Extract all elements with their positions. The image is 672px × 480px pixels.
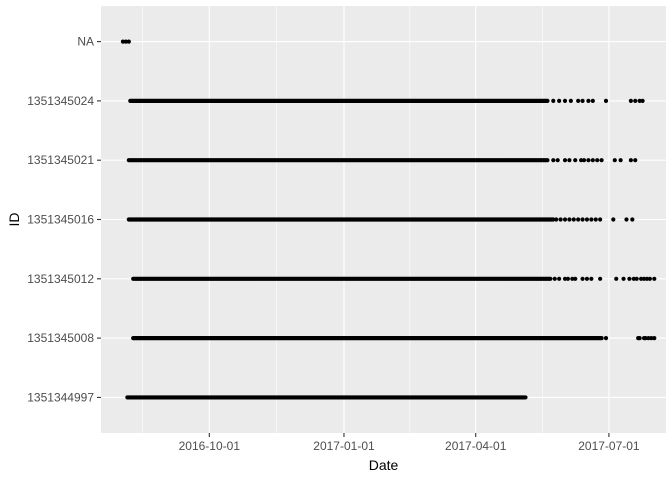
data-point [644,276,650,281]
data-point [567,217,572,222]
data-point [624,217,629,222]
data-point [637,336,642,341]
x-axis-title: Date [369,457,399,473]
data-point [558,217,563,222]
y-axis: 1351344997 1351345008 1351345012 1351345016… [27,35,101,404]
data-point [580,217,585,222]
x-tick-label: 2017-07-01 [578,439,640,453]
data-point [647,276,652,281]
data-point [628,158,633,163]
data-point [643,336,648,341]
data-point [612,158,617,163]
y-axis-title: ID [6,213,22,227]
y-tick-label: 1351345024 [27,94,94,108]
data-point [589,217,594,222]
y-tick-label: 1351345016 [27,213,94,227]
data-point [580,276,585,281]
data-point [120,39,126,44]
data-point [580,98,585,103]
data-point [630,217,635,222]
data-point [633,158,638,163]
data-point [598,276,603,281]
y-tick-label: 1351345021 [27,153,94,167]
y-tick-label: 1351345012 [27,272,94,286]
y-tick-label: NA [77,35,94,49]
data-point [584,217,590,222]
data-point [562,276,568,281]
data-point [621,276,626,281]
dense-point-bands [125,98,604,400]
data-point [555,158,560,163]
data-point [590,98,595,103]
data-point [579,158,584,163]
data-point [634,276,639,281]
y-tick-label: 1351345008 [27,331,94,345]
data-point [570,276,575,281]
data-point [571,217,576,222]
data-point [611,217,616,222]
data-point [568,98,573,103]
data-point [646,336,651,341]
data-point [640,98,645,103]
data-points [120,39,657,341]
data-point [603,98,609,103]
data-point [589,276,594,281]
data-point [586,98,591,103]
data-point [628,98,633,103]
x-tick-label: 2017-01-01 [313,439,375,453]
data-point [599,158,604,163]
x-tick-label: 2016-10-01 [179,439,241,453]
data-point [581,158,587,163]
data-point [652,276,657,281]
data-point [586,158,591,163]
data-point [618,158,623,163]
data-point [557,276,562,281]
data-point [590,158,595,163]
data-point [633,98,638,103]
y-tick-label: 1351344997 [27,390,94,404]
data-point [641,276,647,281]
data-point [576,98,581,103]
data-point [551,158,556,163]
data-point [565,276,571,281]
data-point [631,276,636,281]
data-point [627,276,632,281]
data-point [126,39,131,44]
data-point [567,158,572,163]
data-point [576,217,581,222]
data-point [552,276,557,281]
data-point [551,98,556,103]
data-point [554,217,559,222]
data-point [595,158,600,163]
data-point [584,276,590,281]
data-point [649,336,654,341]
data-point [603,336,609,341]
data-point [562,158,568,163]
data-point [123,39,128,44]
data-point [598,217,603,222]
data-point [573,276,578,281]
data-point [652,336,657,341]
data-point [637,98,642,103]
x-axis: 2016-10-01 2017-01-01 2017-04-01 2017-07-01 [179,433,640,453]
data-point [614,276,619,281]
data-point [639,276,644,281]
data-point [562,217,568,222]
data-point [562,98,568,103]
data-point [557,98,562,103]
data-point [593,217,598,222]
data-point [573,158,578,163]
x-tick-label: 2017-04-01 [445,439,507,453]
